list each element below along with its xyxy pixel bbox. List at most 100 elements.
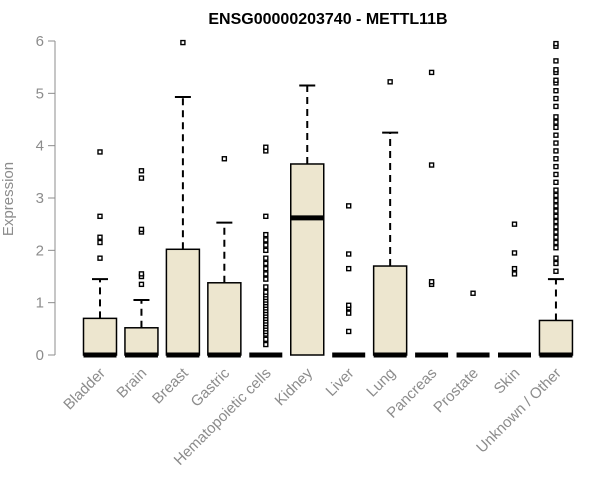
outlier-point <box>553 163 559 170</box>
box-group <box>498 221 531 358</box>
outlier-point <box>263 237 269 243</box>
outlier-point <box>553 119 559 125</box>
outlier-point <box>511 265 518 272</box>
outlier-point <box>97 149 103 155</box>
outlier-point <box>263 144 269 150</box>
box-body <box>290 163 325 356</box>
y-tick-label: 5 <box>36 85 44 102</box>
outlier-point <box>263 341 269 348</box>
box-group <box>207 156 242 358</box>
y-axis: 0 1 2 3 4 5 6 <box>36 33 56 364</box>
outlier-point <box>553 239 559 246</box>
outlier-point <box>428 69 435 76</box>
outlier-point <box>553 245 559 251</box>
outlier-point <box>511 250 518 256</box>
box-body <box>82 317 118 356</box>
box-group <box>372 79 408 358</box>
outlier-point <box>138 175 145 181</box>
outlier-point <box>553 192 559 199</box>
outlier-point <box>263 265 269 272</box>
outlier-point <box>97 234 103 240</box>
outlier-point <box>553 77 559 83</box>
outlier-point <box>346 310 352 316</box>
outlier-point <box>553 156 559 162</box>
box-group <box>538 40 574 358</box>
outlier-point <box>553 203 559 209</box>
outlier-point <box>97 255 103 261</box>
outlier-point <box>138 168 145 174</box>
outlier-point <box>553 229 559 235</box>
outlier-point <box>553 40 559 47</box>
outlier-point <box>553 260 559 267</box>
box-group <box>332 203 366 358</box>
outlier-point <box>553 213 559 220</box>
y-tick-label: 2 <box>36 242 44 259</box>
outlier-point <box>553 148 559 154</box>
outlier-point <box>138 226 145 233</box>
y-tick-label: 6 <box>36 33 44 50</box>
outlier-point <box>346 203 352 209</box>
outlier-point <box>387 79 393 85</box>
x-tick-label: Brain <box>113 365 150 402</box>
x-tick-label: Prostate <box>430 365 482 417</box>
x-tick-label: Lung <box>363 365 399 401</box>
chart-title: ENSG00000203740 - METTL11B <box>208 11 447 28</box>
outlier-point <box>263 276 269 282</box>
outlier-point <box>553 224 559 230</box>
box-group <box>165 39 201 358</box>
outlier-point <box>263 255 269 261</box>
outlier-point <box>553 171 559 178</box>
outlier-point <box>97 213 103 220</box>
x-tick-label: Skin <box>491 365 524 398</box>
outlier-point <box>263 213 269 220</box>
box-group <box>456 290 490 358</box>
outlier-point <box>346 265 352 272</box>
outlier-point <box>553 114 559 120</box>
box-body <box>165 248 201 356</box>
outlier-point <box>553 197 559 204</box>
box-group <box>415 69 449 358</box>
outlier-point <box>553 103 559 110</box>
outlier-point <box>97 239 103 246</box>
outlier-point <box>263 260 269 267</box>
outlier-point <box>553 208 559 214</box>
outlier-point <box>263 289 269 295</box>
y-tick-label: 3 <box>36 190 44 207</box>
outlier-point <box>221 156 228 162</box>
box-body <box>207 282 242 356</box>
outlier-point <box>263 271 269 277</box>
outlier-point <box>553 88 559 94</box>
y-tick-label: 4 <box>36 138 44 155</box>
outlier-point <box>553 179 559 186</box>
box-group <box>124 168 159 358</box>
outlier-point <box>553 187 559 193</box>
outlier-point <box>511 271 518 277</box>
outlier-point <box>138 271 145 277</box>
x-tick-label: Bladder <box>60 365 109 414</box>
box-body <box>372 265 408 356</box>
outlier-point <box>263 231 269 238</box>
x-tick-label: Kidney <box>272 364 317 409</box>
outlier-point <box>138 281 145 288</box>
box-group <box>249 144 283 358</box>
outlier-point <box>553 268 559 274</box>
outlier-point <box>553 218 559 225</box>
outlier-point <box>263 336 269 342</box>
outlier-point <box>553 132 559 138</box>
outlier-point <box>470 290 476 296</box>
x-tick-label: Breast <box>149 364 192 407</box>
outlier-point <box>553 234 559 240</box>
box-group <box>82 149 118 358</box>
outlier-point <box>428 279 435 285</box>
outlier-point <box>346 251 352 257</box>
outlier-point <box>553 124 559 131</box>
outlier-point <box>553 95 559 102</box>
outlier-point <box>553 255 559 261</box>
box-body <box>124 327 159 356</box>
outlier-point <box>553 58 559 64</box>
outlier-point <box>511 221 518 227</box>
outlier-point <box>553 67 559 73</box>
outlier-point <box>346 328 352 335</box>
